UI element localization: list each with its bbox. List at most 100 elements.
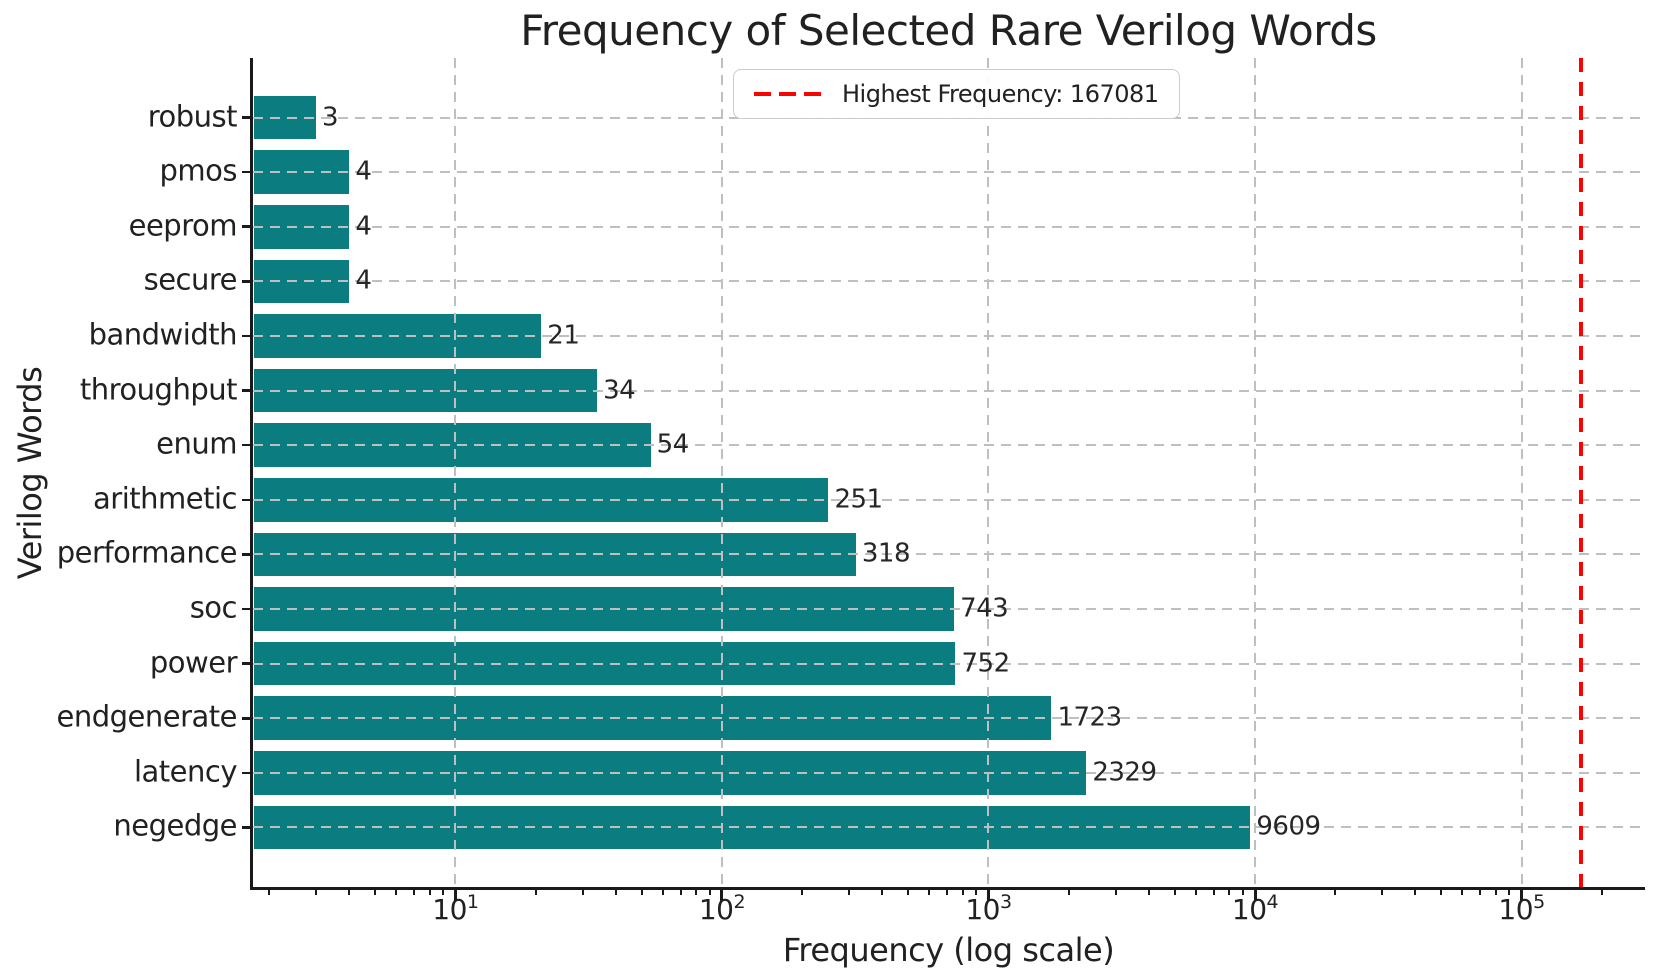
x-minor-tick — [581, 888, 584, 895]
x-minor-tick — [1600, 888, 1603, 895]
y-tick-label: soc — [189, 590, 238, 625]
y-tick-label: bandwidth — [88, 317, 238, 352]
bar-value-label: 251 — [834, 484, 883, 515]
bar-value-label: 4 — [355, 211, 372, 242]
legend-label: Highest Frequency: 167081 — [842, 80, 1159, 108]
x-minor-tick — [907, 888, 910, 895]
y-tick-mark — [242, 116, 253, 119]
bar-value-label: 54 — [656, 429, 690, 460]
gridline-y — [253, 771, 1644, 774]
bar-value-label: 743 — [960, 593, 1009, 624]
gridline-y — [253, 334, 1644, 337]
gridline-x — [1520, 58, 1523, 887]
y-tick-label: secure — [143, 262, 238, 297]
bar-value-label: 9609 — [1256, 811, 1321, 842]
x-minor-tick — [1479, 888, 1482, 895]
x-minor-tick — [1114, 888, 1117, 895]
x-minor-tick — [374, 888, 377, 895]
y-tick-label: negedge — [113, 809, 237, 844]
x-major-tick — [720, 888, 724, 901]
x-tick-label: 105 — [1498, 891, 1545, 926]
x-minor-tick — [614, 888, 617, 895]
x-minor-tick — [1461, 888, 1464, 895]
bar-value-label: 2329 — [1092, 757, 1157, 788]
x-minor-tick — [1381, 888, 1384, 895]
x-major-tick — [1253, 888, 1257, 901]
chart-title: Frequency of Selected Rare Verilog Words — [520, 6, 1377, 55]
y-tick-label: enum — [156, 426, 237, 461]
gridline-y — [253, 225, 1644, 228]
y-tick-label: robust — [147, 99, 238, 134]
x-minor-tick — [946, 888, 949, 895]
bar-value-label: 4 — [355, 265, 372, 296]
bar-value-label: 21 — [547, 320, 580, 351]
y-tick-mark — [242, 280, 253, 283]
x-minor-tick — [961, 888, 964, 895]
y-tick-label: performance — [56, 536, 238, 571]
x-major-tick — [1520, 888, 1524, 901]
x-minor-tick — [848, 888, 851, 895]
gridline-y — [253, 389, 1644, 392]
x-minor-tick — [1147, 888, 1150, 895]
x-minor-tick — [1414, 888, 1417, 895]
x-minor-tick — [1494, 888, 1497, 895]
gridline-y — [253, 498, 1644, 501]
x-minor-tick — [661, 888, 664, 895]
x-minor-tick — [1173, 888, 1176, 895]
x-major-tick — [986, 888, 990, 901]
x-minor-tick — [1440, 888, 1443, 895]
gridline-y — [253, 280, 1644, 283]
bar-value-label: 34 — [603, 374, 636, 405]
x-minor-tick — [708, 888, 711, 895]
y-tick-mark — [242, 170, 253, 174]
x-minor-tick — [1228, 888, 1231, 895]
bar-value-label: 4 — [355, 156, 372, 187]
x-major-tick — [453, 888, 457, 901]
x-minor-tick — [975, 888, 978, 895]
bar-value-label: 1723 — [1057, 702, 1122, 733]
gridline-y — [253, 171, 1644, 174]
x-minor-tick — [695, 888, 698, 895]
y-tick-label: throughput — [79, 372, 238, 407]
gridline-y — [253, 826, 1644, 829]
x-tick-label: 101 — [432, 891, 479, 926]
legend-dashed-line-sample — [754, 91, 821, 97]
y-tick-mark — [242, 334, 253, 338]
y-tick-mark — [242, 662, 253, 665]
x-minor-tick — [881, 888, 884, 895]
x-minor-tick — [348, 888, 351, 895]
gridline-x — [1254, 58, 1257, 887]
highest-frequency-line — [1578, 58, 1584, 887]
y-tick-mark — [242, 443, 253, 447]
gridline-x — [454, 58, 457, 887]
x-minor-tick — [679, 888, 682, 895]
y-tick-mark — [242, 826, 253, 829]
x-tick-label: 104 — [1231, 891, 1279, 926]
x-minor-tick — [1508, 888, 1511, 895]
x-minor-tick — [413, 888, 416, 895]
x-tick-label: 102 — [698, 891, 746, 926]
x-minor-tick — [801, 888, 804, 895]
y-tick-mark — [242, 553, 253, 556]
y-axis-spine — [250, 58, 253, 890]
gridline-x — [720, 58, 723, 887]
y-tick-label: endgenerate — [56, 699, 237, 734]
gridline-y — [253, 444, 1644, 447]
x-tick-label: 103 — [965, 891, 1012, 926]
gridline-x — [987, 58, 990, 887]
x-minor-tick — [442, 888, 445, 895]
y-tick-label: power — [149, 645, 238, 680]
gridline-y — [253, 717, 1644, 720]
x-minor-tick — [640, 888, 643, 895]
y-tick-label: eeprom — [128, 208, 238, 243]
x-minor-tick — [534, 888, 537, 895]
bar-value-label: 752 — [961, 648, 1010, 679]
gridline-y — [253, 553, 1644, 556]
x-minor-tick — [1194, 888, 1197, 895]
y-tick-label: latency — [133, 754, 238, 789]
bar-value-label: 318 — [861, 538, 911, 569]
gridline-y — [253, 662, 1644, 665]
x-minor-tick — [1241, 888, 1244, 895]
y-tick-label: arithmetic — [93, 481, 237, 516]
